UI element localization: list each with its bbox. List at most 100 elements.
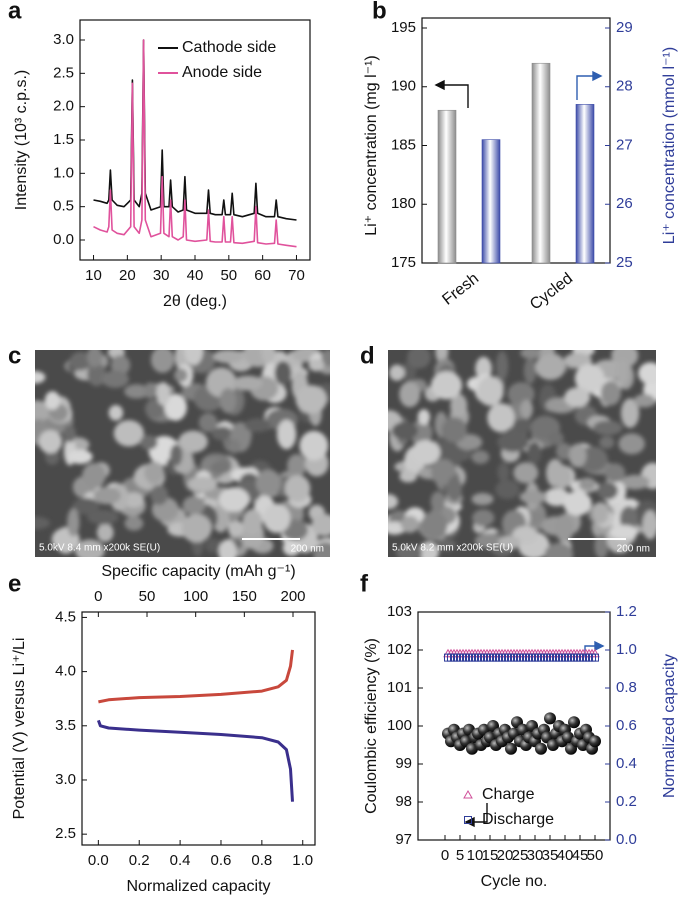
point xyxy=(568,716,580,729)
grain xyxy=(244,418,271,432)
grain xyxy=(87,350,103,368)
bar xyxy=(531,62,551,264)
grain xyxy=(101,370,129,388)
grain xyxy=(544,542,574,557)
grain xyxy=(82,462,106,489)
grain xyxy=(124,384,150,399)
grain xyxy=(574,363,605,394)
grain xyxy=(520,399,533,419)
grain xyxy=(599,436,615,449)
y2-tick-label: 0.4 xyxy=(616,755,637,772)
x-tick-label: 5 xyxy=(456,847,464,864)
grain xyxy=(563,490,592,516)
grain xyxy=(139,435,158,450)
grain xyxy=(544,487,570,507)
bar xyxy=(437,109,457,264)
scale-bar-label: 200 nm xyxy=(617,544,650,555)
x-tick-label: 50 xyxy=(220,267,237,284)
y2-axis-title: Normalized capacity xyxy=(661,654,678,798)
x2-tick-label: 200 xyxy=(280,588,305,605)
grain xyxy=(150,485,169,506)
x-tick-label: 50 xyxy=(587,847,604,864)
y-tick-label: 1.5 xyxy=(53,131,74,148)
grain xyxy=(228,520,244,538)
y2-tick-label: 0.0 xyxy=(616,831,637,848)
panel-label: f xyxy=(360,570,369,597)
grain xyxy=(295,385,327,414)
grain xyxy=(633,394,655,408)
y-tick-label: 4.0 xyxy=(55,663,76,680)
x-tick-label: 0.4 xyxy=(170,852,191,869)
grain xyxy=(450,393,468,418)
grain xyxy=(261,350,276,364)
y-tick-label: 180 xyxy=(391,195,416,212)
grain xyxy=(145,398,165,419)
grain xyxy=(430,371,463,400)
grains xyxy=(388,350,656,557)
grain xyxy=(282,540,301,556)
grain xyxy=(495,479,520,500)
grain xyxy=(477,376,504,406)
y-axis-title: Li⁺ concentration (mg l⁻¹) xyxy=(363,55,380,236)
grain xyxy=(400,515,419,533)
grain xyxy=(255,469,282,497)
y-tick-label: 2.5 xyxy=(55,825,76,842)
grain xyxy=(594,533,609,557)
grain xyxy=(616,358,629,387)
grain xyxy=(263,503,291,534)
bar xyxy=(575,104,595,264)
grain xyxy=(212,350,244,364)
y2-axis-title: Li⁺ concentration (mmol l⁻¹) xyxy=(661,47,678,244)
grain xyxy=(411,440,441,465)
point xyxy=(544,712,556,725)
x-axis-title: 2θ (deg.) xyxy=(163,293,227,310)
grain xyxy=(170,444,183,467)
grain xyxy=(284,474,311,503)
x-tick-label: 20 xyxy=(497,847,514,864)
y2-tick-label: 1.0 xyxy=(616,641,637,658)
y-tick-label: 3.5 xyxy=(55,717,76,734)
y-axis-title: Intensity (10³ c.p.s.) xyxy=(13,70,30,211)
x-tick-label: Cycled xyxy=(527,270,576,314)
grain xyxy=(520,350,544,360)
x-tick-label: 60 xyxy=(254,267,271,284)
grain xyxy=(74,539,105,557)
grain xyxy=(299,430,329,461)
grain xyxy=(446,476,463,502)
scale-bar-label: 200 nm xyxy=(291,544,324,555)
x-tick-label: 0.6 xyxy=(211,852,232,869)
grain xyxy=(211,426,233,441)
legend-label: Anode side xyxy=(182,64,262,81)
grain xyxy=(618,433,645,455)
arrow-right xyxy=(576,70,603,100)
x-axis-title: Normalized capacity xyxy=(126,878,270,895)
grain xyxy=(620,474,650,490)
grain xyxy=(399,381,421,408)
x-tick-label: 0 xyxy=(441,847,449,864)
grain xyxy=(496,351,509,381)
grain xyxy=(205,538,222,553)
y-tick-label: 190 xyxy=(391,78,416,95)
panel-label: a xyxy=(8,0,22,24)
grain xyxy=(604,463,626,483)
grain xyxy=(67,449,93,464)
grain xyxy=(35,371,46,384)
y-tick-label: 185 xyxy=(391,136,416,153)
y-axis-title: Coulombic efficiency (%) xyxy=(363,638,380,814)
grain xyxy=(497,432,529,452)
grains xyxy=(35,350,330,557)
grain xyxy=(198,413,218,433)
x-tick-label: 40 xyxy=(187,267,204,284)
x-tick-label: 10 xyxy=(467,847,484,864)
legend-marker xyxy=(464,816,472,824)
y-tick-label: 2.5 xyxy=(53,64,74,81)
y-tick-label: 102 xyxy=(387,641,412,658)
grain xyxy=(311,513,330,537)
grain xyxy=(182,496,205,515)
point xyxy=(505,742,517,755)
image-caption: 5.0kV 8.4 mm x200k SE(U) xyxy=(39,543,160,554)
legend-label: Cathode side xyxy=(182,39,276,56)
x-tick-label: 10 xyxy=(85,267,102,284)
x-tick-label: 30 xyxy=(153,267,170,284)
grain xyxy=(417,409,431,426)
